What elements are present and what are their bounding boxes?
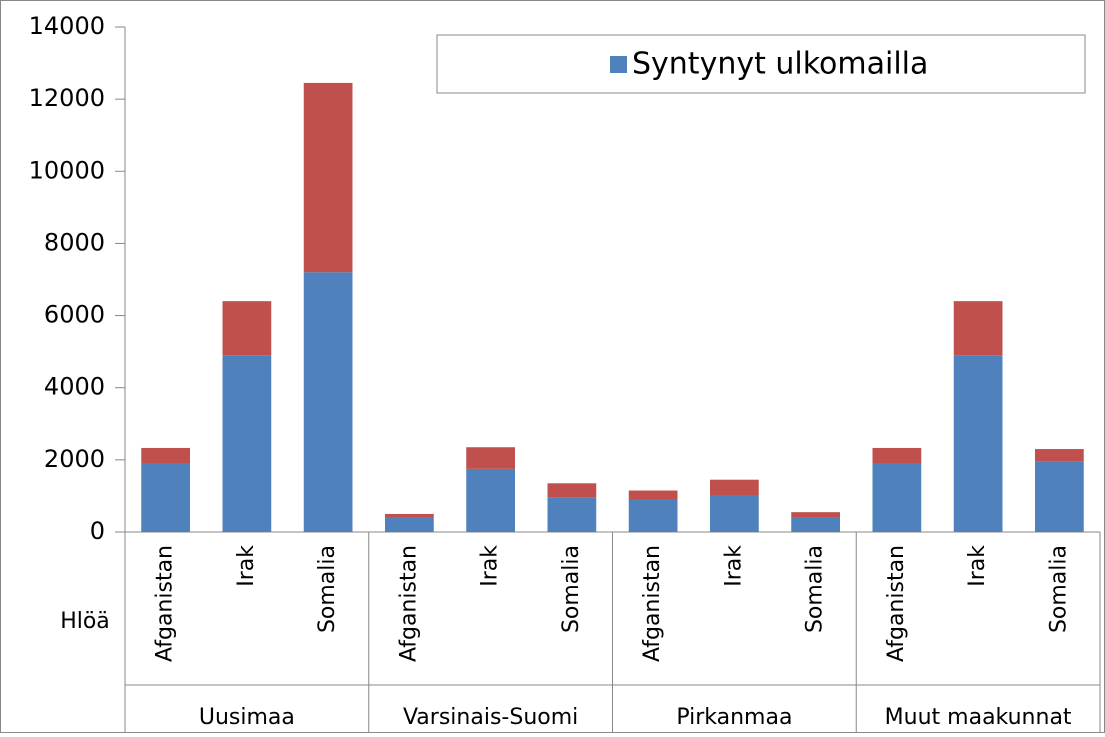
bar-segment bbox=[466, 468, 515, 532]
y-tick-label: 0 bbox=[90, 517, 105, 545]
y-tick-label: 8000 bbox=[44, 228, 105, 256]
bar-segment bbox=[466, 447, 515, 469]
group-label: Muut maakunnat bbox=[885, 705, 1072, 730]
bar-segment bbox=[791, 512, 840, 518]
group-label: Varsinais-Suomi bbox=[403, 705, 578, 730]
bar-segment bbox=[385, 513, 434, 518]
y-tick-label: 12000 bbox=[29, 84, 105, 112]
y-tick-label: 6000 bbox=[44, 301, 105, 329]
x-tick-label: Afganistan bbox=[640, 545, 665, 662]
bar-segment bbox=[710, 495, 759, 532]
bar-segment bbox=[791, 517, 840, 532]
bar-segment bbox=[141, 463, 190, 532]
x-tick-label: Somalia bbox=[1046, 545, 1071, 633]
group-label: Uusimaa bbox=[199, 705, 295, 730]
x-tick-label: Afganistan bbox=[153, 545, 178, 662]
x-tick-label: Irak bbox=[234, 545, 259, 587]
bar-segment bbox=[710, 479, 759, 496]
y-tick-label: 14000 bbox=[29, 12, 105, 40]
bar-segment bbox=[872, 463, 922, 532]
legend-box bbox=[436, 34, 1086, 94]
y-tick-label: 10000 bbox=[29, 156, 105, 184]
bar-segment bbox=[953, 301, 1003, 356]
x-tick-label: Afganistan bbox=[396, 545, 421, 662]
x-tick-label: Somalia bbox=[559, 545, 584, 633]
x-tick-label: Afganistan bbox=[884, 545, 909, 662]
y-tick-label: 2000 bbox=[44, 445, 105, 473]
y-axis-label: Hlöä bbox=[60, 609, 110, 634]
bar-segment bbox=[303, 82, 353, 273]
legend-swatch bbox=[610, 56, 627, 73]
bar-segment bbox=[141, 447, 190, 464]
bar-segment bbox=[872, 447, 922, 464]
y-tick-label: 4000 bbox=[44, 373, 105, 401]
bar-segment bbox=[222, 355, 272, 532]
bar-segment bbox=[953, 355, 1003, 532]
x-tick-label: Irak bbox=[478, 545, 503, 587]
bar-segment bbox=[222, 301, 272, 356]
bar-segment bbox=[628, 499, 678, 532]
legend-label: Syntynyt ulkomailla bbox=[632, 47, 928, 82]
x-tick-label: Somalia bbox=[803, 545, 828, 633]
x-tick-label: Irak bbox=[721, 545, 746, 587]
bar-segment bbox=[1035, 461, 1084, 532]
bar-segment bbox=[547, 497, 597, 532]
bar-segment bbox=[628, 490, 678, 500]
bar-segment bbox=[385, 517, 434, 532]
x-tick-label: Somalia bbox=[315, 545, 340, 633]
bar-segment bbox=[547, 483, 597, 498]
bar-segment bbox=[1035, 449, 1084, 462]
group-label: Pirkanmaa bbox=[676, 705, 792, 730]
x-tick-label: Irak bbox=[965, 545, 990, 587]
bar-segment bbox=[303, 272, 353, 532]
